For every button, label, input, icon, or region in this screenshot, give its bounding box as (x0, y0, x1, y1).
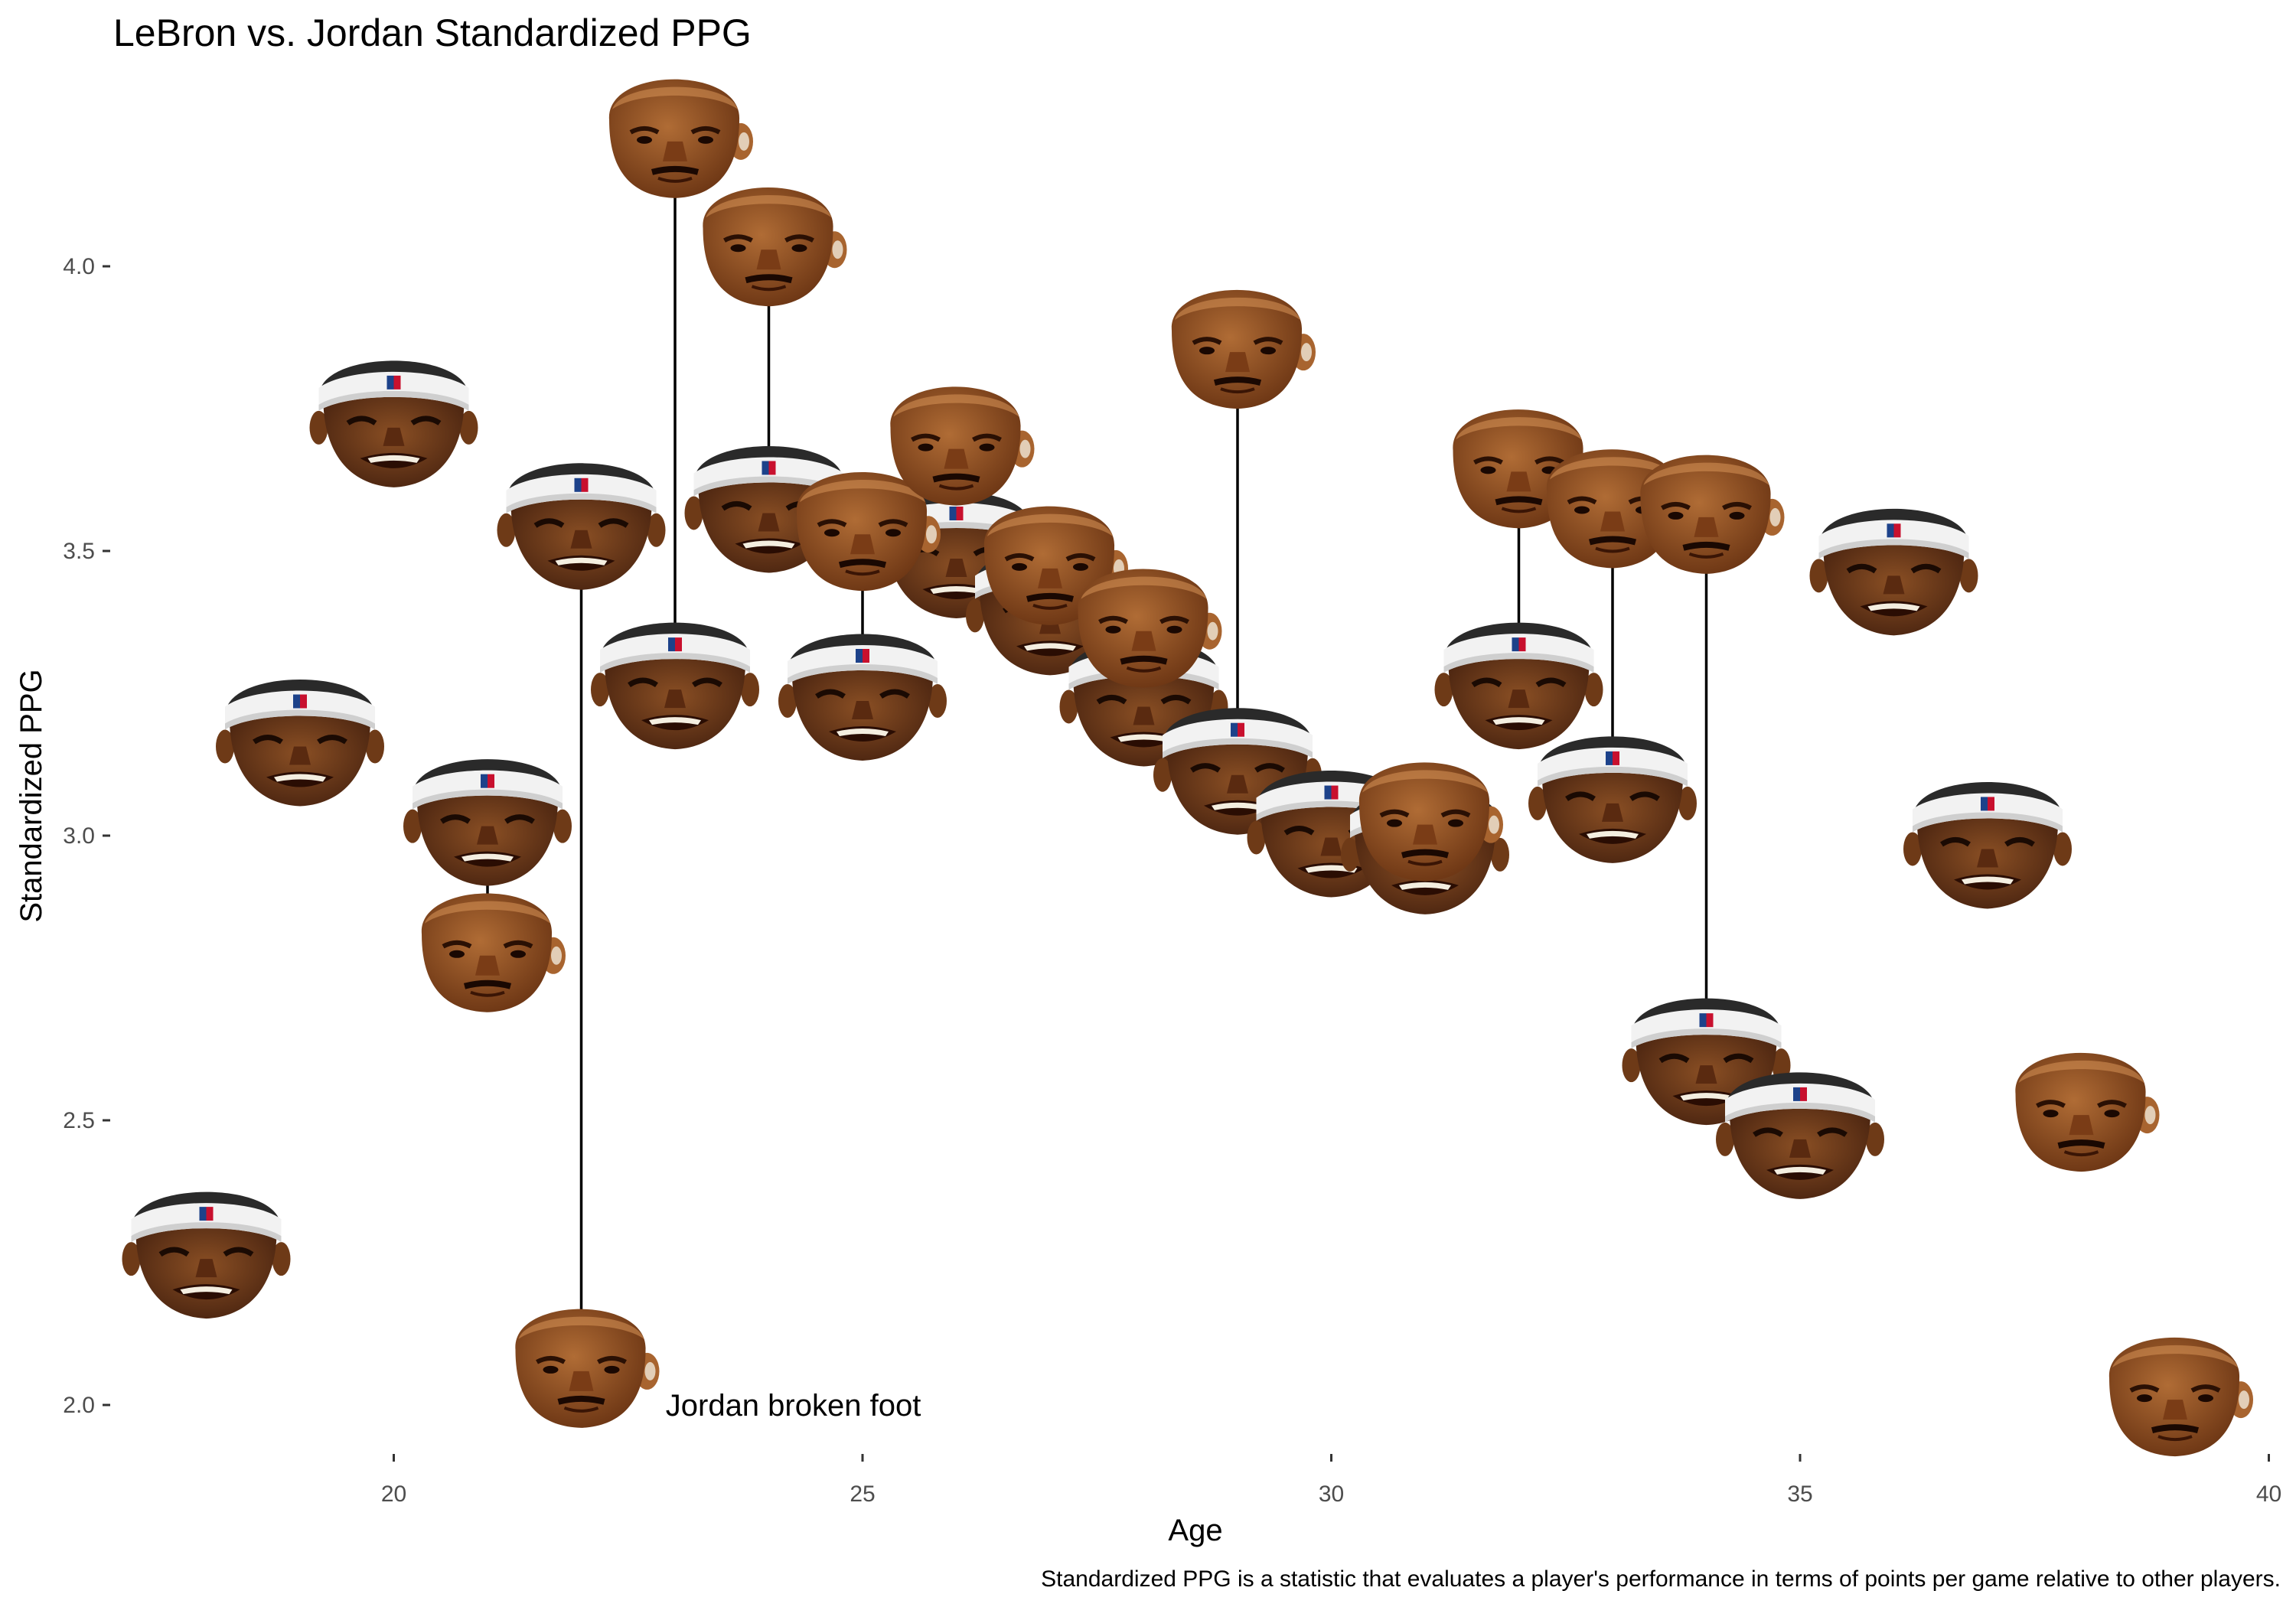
jordan-marker (1640, 455, 1785, 574)
jordan-marker (2108, 1337, 2253, 1457)
x-tick-label: 25 (850, 1482, 875, 1507)
jordan-marker (608, 79, 753, 198)
lebron-marker (497, 463, 666, 590)
jordan-marker (703, 187, 847, 307)
y-axis: 2.0 2.5 3.0 3.5 4.0 (63, 254, 110, 1418)
lebron-marker (1528, 736, 1697, 863)
x-tick-label: 40 (2256, 1482, 2281, 1507)
lebron-marker (216, 680, 384, 807)
y-axis-title: Standardized PPG (15, 669, 48, 922)
y-tick-label: 3.5 (63, 539, 95, 564)
y-tick-label: 2.0 (63, 1393, 95, 1418)
jordan-marker (1171, 289, 1316, 409)
x-tick-label: 35 (1787, 1482, 1812, 1507)
x-tick-label: 20 (381, 1482, 406, 1507)
lebron-marker (1903, 781, 2072, 909)
lebron-marker (1434, 622, 1603, 750)
y-tick-label: 2.5 (63, 1108, 95, 1133)
jordan-marker (796, 471, 941, 592)
x-axis-title: Age (1168, 1514, 1222, 1547)
lebron-marker (309, 360, 478, 487)
annotation-jordan-broken-foot: Jordan broken foot (666, 1389, 921, 1423)
jordan-marker (1358, 762, 1503, 882)
lebron-marker (1716, 1072, 1884, 1199)
lebron-marker (591, 622, 759, 750)
y-tick-label: 4.0 (63, 254, 95, 279)
jordan-marker (1078, 569, 1222, 688)
chart-caption: Standardized PPG is a statistic that eva… (1041, 1566, 2281, 1592)
lebron-marker (1809, 508, 1978, 636)
x-axis: 20 25 30 35 40 (381, 1454, 2281, 1507)
comparison-segments (486, 135, 1708, 1365)
chart-title: LeBron vs. Jordan Standardized PPG (113, 11, 752, 54)
lebron-marker (122, 1191, 291, 1319)
y-tick-label: 3.0 (63, 823, 95, 849)
x-tick-label: 30 (1319, 1482, 1344, 1507)
lebron-marker (403, 759, 572, 886)
lebron-marker (778, 634, 947, 761)
face-markers (122, 79, 2253, 1457)
jordan-marker (515, 1309, 660, 1428)
jordan-marker (421, 893, 566, 1012)
jordan-marker (2015, 1052, 2160, 1172)
jordan-marker (890, 386, 1035, 506)
